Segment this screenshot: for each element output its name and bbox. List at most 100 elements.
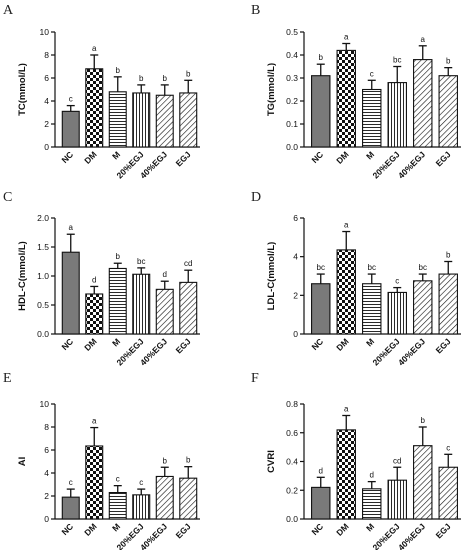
bar-dm <box>85 68 104 148</box>
y-axis-title: CVRI <box>266 450 277 473</box>
bar-40pctegj <box>155 288 174 335</box>
bar-dm <box>85 293 104 335</box>
category-label: M <box>364 149 376 161</box>
category-label: 40%EGJ <box>396 336 427 367</box>
y-tick-label: 6 <box>44 73 49 83</box>
y-axis-title: TC(mmol/L) <box>17 63 28 116</box>
bar-nc <box>311 75 331 148</box>
significance-label: c <box>69 95 73 104</box>
category-label: M <box>110 149 122 161</box>
y-tick-label: 0.3 <box>286 73 298 83</box>
y-tick-label: 10 <box>40 27 50 37</box>
category-label: EGJ <box>174 521 193 540</box>
significance-label: b <box>116 252 121 261</box>
panel-b: B0.00.10.20.30.40.5TG(mmol/L)bNCaDMcMbc2… <box>251 3 461 180</box>
y-tick-label: 1.0 <box>37 271 49 281</box>
y-tick-label: 0 <box>44 142 49 152</box>
y-tick-label: 0.1 <box>286 119 298 129</box>
bar-m <box>362 88 382 148</box>
significance-label: bc <box>419 263 427 272</box>
y-tick-label: 8 <box>44 50 49 60</box>
category-label: NC <box>59 521 75 537</box>
y-tick-label: 0.0 <box>286 142 298 152</box>
bar-nc <box>61 110 80 148</box>
category-label: M <box>110 336 122 348</box>
category-label: NC <box>309 149 325 165</box>
y-tick-label: 0.4 <box>286 457 298 467</box>
y-axis-title: HDL-C(mmol/L) <box>17 241 28 311</box>
y-tick-label: 0.4 <box>286 50 298 60</box>
y-tick-label: 0.0 <box>37 329 49 339</box>
panel-letter: E <box>3 371 12 386</box>
bar-40pctegj <box>413 59 433 148</box>
significance-label: c <box>370 69 374 78</box>
bar-40pctegj <box>155 475 174 520</box>
category-label: NC <box>59 336 75 352</box>
y-tick-label: 4 <box>44 96 49 106</box>
significance-label: b <box>163 456 168 465</box>
y-tick-label: 0.2 <box>286 96 298 106</box>
y-axis-title: AI <box>17 457 28 467</box>
y-tick-label: 0.5 <box>37 300 49 310</box>
y-axis-title: TG(mmol/L) <box>266 63 277 116</box>
panel-letter: B <box>251 3 260 18</box>
category-label: DM <box>334 336 350 352</box>
significance-label: c <box>395 277 399 286</box>
bar-40pctegj <box>413 280 433 335</box>
significance-label: b <box>163 74 168 83</box>
y-tick-label: 0.6 <box>286 428 298 438</box>
category-label: NC <box>59 149 75 165</box>
significance-label: a <box>344 405 349 414</box>
significance-label: cd <box>184 259 192 268</box>
bar-20pctegj <box>132 92 151 148</box>
y-tick-label: 2 <box>44 491 49 501</box>
significance-label: d <box>319 466 323 475</box>
bar-nc <box>61 496 80 520</box>
bar-m <box>108 91 127 148</box>
bar-dm <box>336 429 356 520</box>
category-label: DM <box>82 336 98 352</box>
significance-label: b <box>319 53 324 62</box>
bar-dm <box>336 49 356 148</box>
significance-label: b <box>446 251 451 260</box>
bar-40pctegj <box>155 94 174 148</box>
y-tick-label: 10 <box>40 399 50 409</box>
y-tick-label: 0.2 <box>286 485 298 495</box>
category-label: NC <box>309 521 325 537</box>
panel-letter: C <box>3 190 12 205</box>
bar-40pctegj <box>413 445 433 520</box>
category-label: NC <box>309 336 325 352</box>
y-tick-label: 0.0 <box>286 514 298 524</box>
category-label: M <box>110 521 122 533</box>
category-label: DM <box>334 521 350 537</box>
bar-egj <box>179 477 198 520</box>
significance-label: b <box>116 66 121 75</box>
bar-egj <box>438 273 458 335</box>
category-label: 40%EGJ <box>396 521 427 550</box>
y-tick-label: 0 <box>293 329 298 339</box>
category-label: M <box>364 521 376 533</box>
significance-label: b <box>421 416 426 425</box>
significance-label: b <box>186 69 191 78</box>
significance-label: d <box>370 471 374 480</box>
bar-20pctegj <box>387 291 407 335</box>
significance-label: d <box>163 270 167 279</box>
y-tick-label: 6 <box>293 213 298 223</box>
significance-label: a <box>69 223 74 232</box>
y-tick-label: 2 <box>44 119 49 129</box>
y-tick-label: 6 <box>44 445 49 455</box>
category-label: DM <box>82 149 98 165</box>
y-tick-label: 0.8 <box>286 399 298 409</box>
y-tick-label: 8 <box>44 422 49 432</box>
significance-label: a <box>92 417 97 426</box>
bar-nc <box>311 486 331 520</box>
category-label: EGJ <box>434 336 453 355</box>
significance-label: bc <box>368 263 376 272</box>
bar-nc <box>311 283 331 335</box>
y-tick-label: 2.0 <box>37 213 49 223</box>
y-tick-label: 4 <box>44 468 49 478</box>
